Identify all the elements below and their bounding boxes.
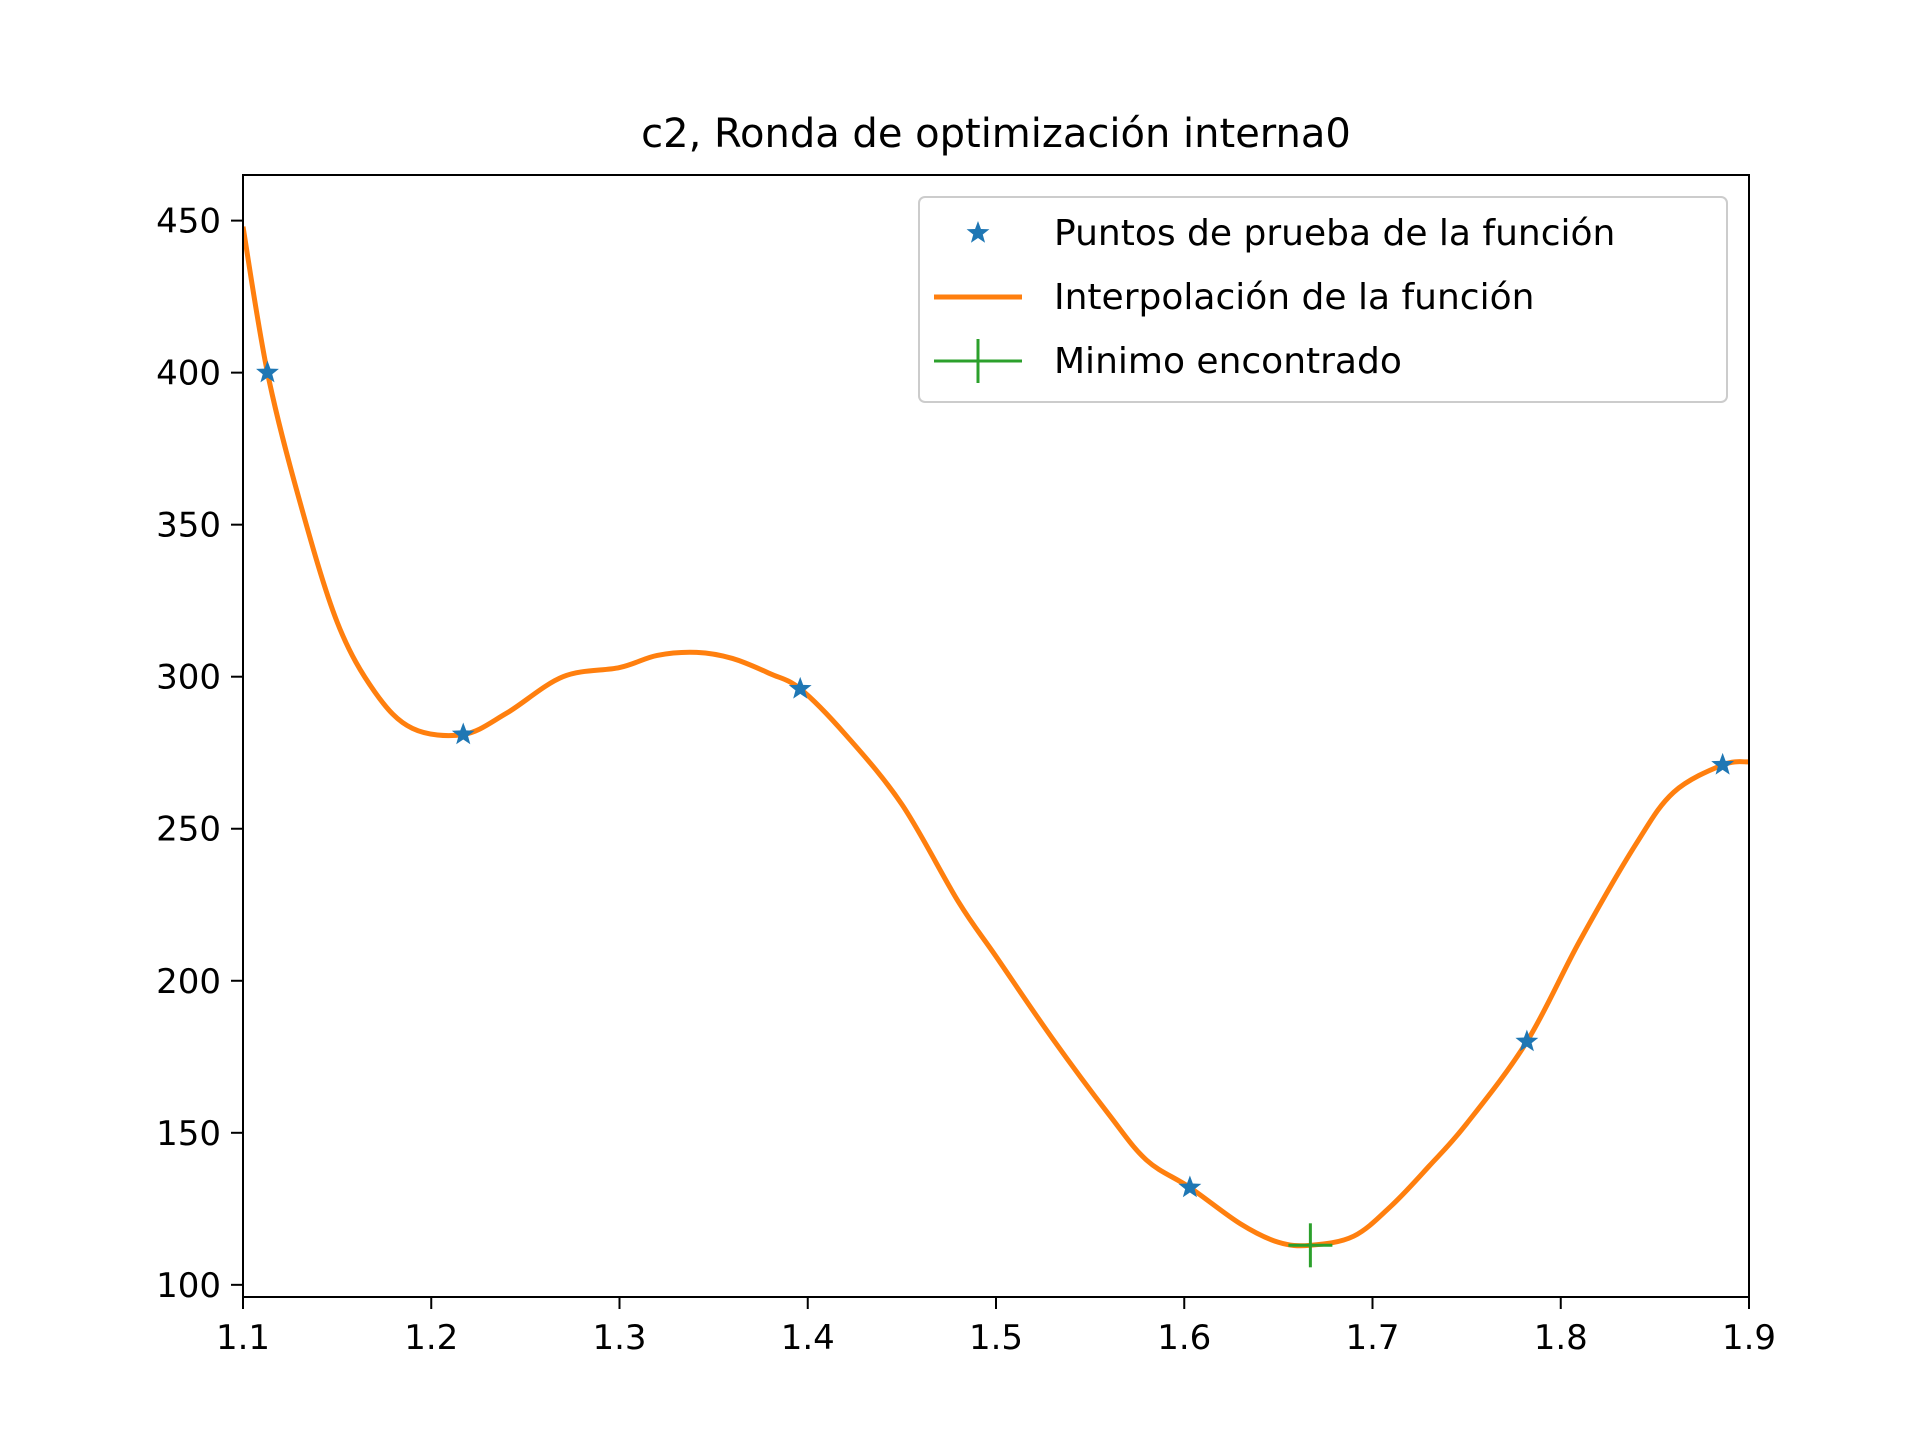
- plot-data: [243, 226, 1749, 1268]
- legend-label: Interpolación de la función: [1054, 277, 1534, 318]
- legend-label: Puntos de prueba de la función: [1054, 213, 1615, 254]
- x-tick-label: 1.3: [592, 1318, 646, 1358]
- legend-item: Minimo encontrado: [934, 339, 1402, 383]
- test-point-marker: [256, 360, 279, 383]
- x-tick-label: 1.2: [404, 1318, 458, 1358]
- y-tick-label: 300: [156, 658, 221, 698]
- chart-title: c2, Ronda de optimización interna0: [641, 111, 1351, 157]
- legend: Puntos de prueba de la función Interpolac…: [918, 196, 1728, 403]
- legend-label: Minimo encontrado: [1054, 341, 1402, 382]
- interpolation-line: [243, 226, 1749, 1249]
- x-tick-label: 1.6: [1157, 1318, 1211, 1358]
- x-tick-label: 1.4: [781, 1318, 835, 1358]
- x-tick-label: 1.9: [1722, 1318, 1776, 1358]
- legend-plus-swatch: [934, 339, 1022, 383]
- y-tick-label: 400: [156, 354, 221, 394]
- test-point-marker: [451, 722, 475, 745]
- y-tick-label: 150: [156, 1114, 221, 1154]
- legend-item: Interpolación de la función: [934, 277, 1534, 318]
- legend-star-swatch: [966, 221, 990, 243]
- y-tick-label: 350: [156, 506, 221, 546]
- y-tick-label: 200: [156, 962, 221, 1002]
- y-tick-label: 450: [156, 202, 221, 242]
- axes-ticks: 1.1 1.2 1.3 1.4 1.5 1.6 1.7 1.8 1.9 100 150 200 250 3…: [156, 202, 1776, 1358]
- test-point-marker: [1515, 1029, 1539, 1052]
- legend-box: [918, 196, 1728, 403]
- x-tick-label: 1.1: [216, 1318, 270, 1358]
- test-point-marker: [788, 676, 812, 699]
- x-tick-label: 1.7: [1345, 1318, 1399, 1358]
- y-tick-label: 250: [156, 810, 221, 850]
- x-tick-label: 1.5: [969, 1318, 1023, 1358]
- minimum-marker: [1288, 1223, 1333, 1268]
- legend-item: Puntos de prueba de la función: [966, 213, 1615, 254]
- y-tick-label: 100: [156, 1266, 221, 1306]
- test-point-marker: [1711, 752, 1735, 775]
- test-point-marker: [1178, 1175, 1202, 1198]
- x-tick-label: 1.8: [1534, 1318, 1588, 1358]
